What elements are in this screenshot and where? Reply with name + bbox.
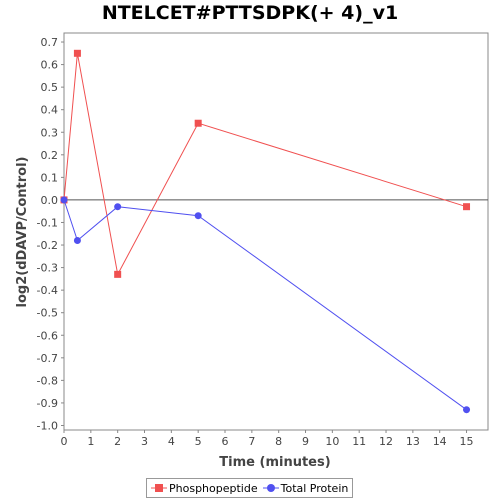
- legend-label-phosphopeptide: Phosphopeptide: [169, 481, 258, 495]
- data-point-total-protein: [114, 203, 122, 211]
- data-point-phosphopeptide: [463, 203, 471, 211]
- y-tick-label: -0.7: [37, 352, 58, 365]
- data-point-total-protein: [73, 237, 81, 245]
- y-tick-label: -0.1: [37, 216, 58, 229]
- y-tick-label: 0.1: [41, 171, 59, 184]
- data-point-phosphopeptide: [114, 270, 122, 278]
- legend-item-total-protein: Total Protein: [262, 481, 349, 495]
- plot-area: [63, 32, 489, 431]
- y-tick-label: 0.4: [41, 104, 59, 117]
- y-tick-label: -1.0: [37, 419, 58, 432]
- x-tick-label: 0: [61, 435, 68, 448]
- y-tick-label: 0.6: [41, 59, 59, 72]
- y-tick-label: -0.2: [37, 239, 58, 252]
- x-tick-label: 4: [168, 435, 175, 448]
- x-tick-label: 13: [406, 435, 420, 448]
- x-tick-label: 12: [379, 435, 393, 448]
- x-tick-label: 8: [275, 435, 282, 448]
- square-marker-icon: [151, 484, 167, 492]
- x-tick-label: 10: [325, 435, 339, 448]
- circle-marker-icon: [262, 484, 279, 492]
- legend-item-phosphopeptide: Phosphopeptide: [151, 482, 258, 495]
- x-tick-label: 3: [141, 435, 148, 448]
- data-point-total-protein: [60, 196, 68, 204]
- x-tick-label: 5: [195, 435, 202, 448]
- x-tick-label: 15: [460, 435, 474, 448]
- x-tick-label: 1: [87, 435, 94, 448]
- x-tick-label: 6: [222, 435, 229, 448]
- x-tick-label: 11: [352, 435, 366, 448]
- y-tick-label: -0.4: [37, 284, 58, 297]
- y-tick-label: -0.3: [37, 262, 58, 275]
- x-tick-label: 9: [302, 435, 309, 448]
- legend: Phosphopeptide Total Protein: [146, 478, 354, 498]
- plot-series: [60, 49, 471, 414]
- y-axis-title: log2(dDAVP/Control): [15, 157, 30, 308]
- y-tick-label: -0.6: [37, 329, 58, 342]
- y-tick-label: 0.3: [41, 126, 59, 139]
- x-tick-label: 14: [433, 435, 447, 448]
- data-point-total-protein: [194, 212, 202, 220]
- y-tick-label: 0.5: [41, 81, 59, 94]
- legend-label-total-protein: Total Protein: [280, 481, 349, 495]
- data-point-phosphopeptide: [194, 119, 202, 127]
- chart-title: NTELCET#PTTSDPK(+ 4)_v1: [101, 2, 399, 24]
- y-tick-label: -0.5: [37, 307, 58, 320]
- y-tick-label: 0.0: [41, 194, 59, 207]
- x-tick-label: 2: [114, 435, 121, 448]
- x-axis-title: Time (minutes): [219, 455, 330, 470]
- y-tick-label: 0.2: [41, 149, 59, 162]
- data-point-total-protein: [463, 406, 471, 414]
- y-tick-label: 0.7: [41, 36, 59, 49]
- x-tick-label: 7: [248, 435, 255, 448]
- data-point-phosphopeptide: [73, 49, 81, 57]
- axes: 0.7 0.6 0.5 0.4 0.3 0.2 0.1 0.0 -0.1 -0.2 -0.3 -0.4…: [37, 32, 489, 448]
- y-tick-label: -0.8: [37, 374, 58, 387]
- y-tick-label: -0.9: [37, 397, 58, 410]
